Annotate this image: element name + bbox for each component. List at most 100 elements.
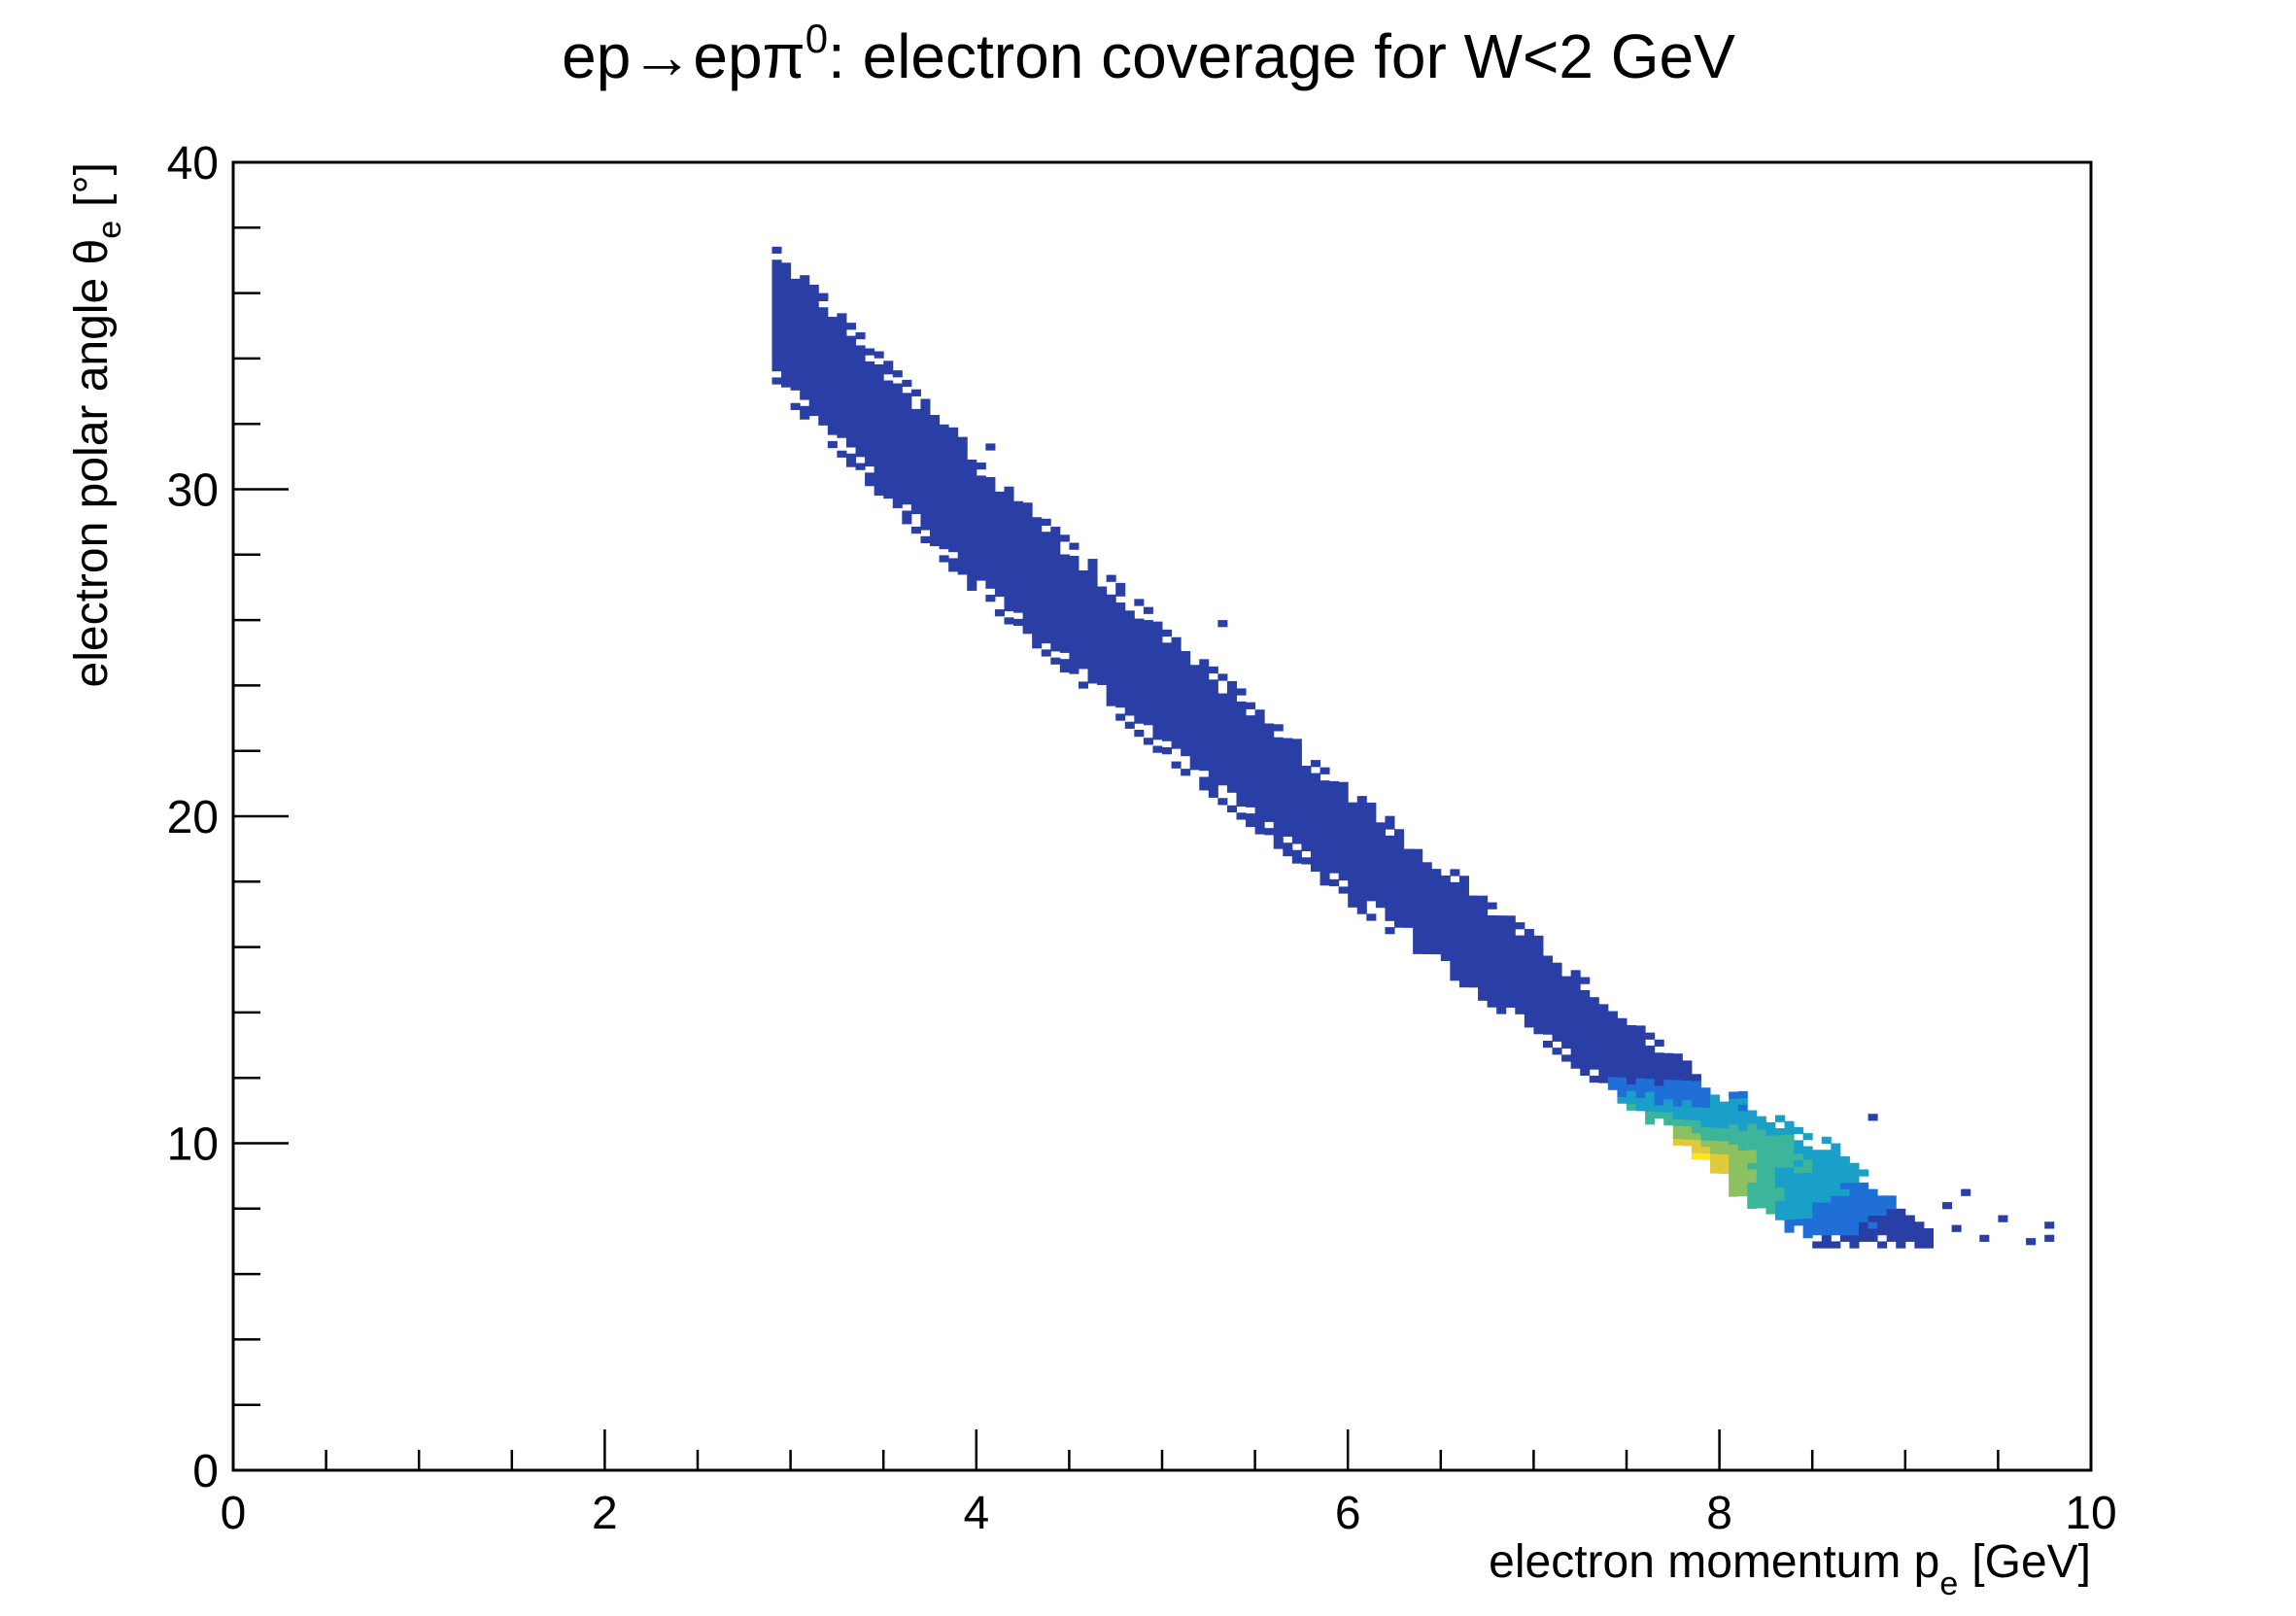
heatmap-cell: [1189, 665, 1200, 672]
heatmap-cell: [1059, 606, 1070, 614]
heatmap-cell: [892, 500, 903, 508]
heatmap-cell: [1672, 1059, 1683, 1068]
heatmap-cell: [1152, 745, 1163, 753]
heatmap-cell: [892, 474, 903, 483]
y-tick-label: 30: [167, 465, 219, 517]
heatmap-cell: [1765, 1193, 1776, 1202]
heatmap-cell: [1199, 724, 1210, 732]
heatmap-cell: [1710, 1152, 1721, 1161]
heatmap-cell: [845, 381, 857, 389]
heatmap-cell: [1152, 621, 1163, 629]
heatmap-cell: [1747, 1182, 1758, 1189]
heatmap-cell: [948, 447, 959, 455]
heatmap-cell: [976, 488, 986, 497]
heatmap-cell: [883, 426, 894, 433]
heatmap-cell: [808, 350, 819, 358]
heatmap-cell: [1115, 608, 1126, 617]
heatmap-cell: [1859, 1195, 1869, 1203]
heatmap-cell: [1672, 1066, 1683, 1074]
heatmap-cell: [1478, 941, 1489, 949]
heatmap-cell: [1487, 902, 1497, 910]
heatmap-cell: [1737, 1169, 1748, 1177]
heatmap-cell: [1162, 707, 1173, 715]
heatmap-cell: [957, 489, 968, 497]
heatmap-cell: [1385, 887, 1395, 895]
heatmap-cell: [1106, 653, 1116, 661]
heatmap-cell: [1589, 997, 1599, 1005]
heatmap-cell: [1032, 536, 1043, 544]
heatmap-cell: [939, 496, 949, 504]
heatmap-cell: [771, 266, 782, 274]
heatmap-cell: [1719, 1108, 1730, 1116]
heatmap-cell: [1078, 609, 1089, 617]
heatmap-cell: [1570, 1049, 1581, 1056]
heatmap-cell: [930, 428, 941, 435]
heatmap-cell: [1849, 1176, 1860, 1184]
heatmap-cell: [1663, 1105, 1674, 1113]
heatmap-cell: [1942, 1202, 1953, 1210]
heatmap-cell: [1765, 1207, 1776, 1215]
heatmap-cell: [1356, 808, 1367, 816]
heatmap-cell: [1385, 894, 1395, 902]
heatmap-cell: [985, 581, 996, 589]
heatmap-cell: [1097, 677, 1108, 685]
heatmap-cell: [1458, 902, 1469, 910]
heatmap-cell: [865, 432, 875, 441]
heatmap-cell: [1831, 1188, 1841, 1196]
heatmap-cell: [1831, 1162, 1841, 1170]
heatmap-cell: [1672, 1118, 1683, 1126]
heatmap-cell: [1134, 670, 1145, 678]
heatmap-cell: [1524, 961, 1534, 969]
heatmap-cell: [1226, 773, 1237, 780]
heatmap-cell: [1542, 988, 1554, 996]
heatmap-cell: [808, 408, 819, 417]
heatmap-cell: [1115, 713, 1126, 721]
heatmap-cell: [1097, 658, 1108, 666]
heatmap-cell: [1839, 1195, 1850, 1203]
heatmap-cell: [1440, 947, 1451, 955]
heatmap-cell: [1487, 915, 1497, 923]
heatmap-cell: [1124, 675, 1135, 683]
heatmap-cell: [827, 317, 838, 325]
heatmap-cell: [1570, 1022, 1581, 1030]
heatmap-cell: [1115, 622, 1126, 630]
heatmap-cell: [957, 534, 968, 542]
heatmap-cell: [892, 402, 903, 410]
heatmap-cell: [1078, 681, 1089, 689]
heatmap-cell: [808, 324, 819, 331]
x-axis: 0 2 4 6 8 10: [221, 1429, 2117, 1539]
heatmap-cell: [1329, 840, 1340, 847]
heatmap-cell: [1784, 1206, 1795, 1214]
heatmap-cell: [781, 301, 792, 309]
heatmap-cell: [1069, 607, 1079, 616]
heatmap-cell: [1710, 1166, 1721, 1174]
heatmap-cell: [1505, 1000, 1516, 1008]
heatmap-cell: [1087, 571, 1098, 579]
heatmap-cell: [1478, 993, 1489, 1001]
heatmap-cell: [790, 330, 801, 338]
heatmap-cell: [1729, 1124, 1739, 1132]
heatmap-cell: [1097, 612, 1108, 620]
heatmap-cell: [1236, 786, 1247, 794]
heatmap-cell: [1283, 816, 1293, 824]
heatmap-cell: [1375, 880, 1386, 889]
heatmap-cell: [1356, 835, 1367, 842]
heatmap-cell: [790, 278, 801, 287]
heatmap-cell: [1022, 594, 1033, 602]
heatmap-cell: [1329, 859, 1340, 867]
heatmap-cell: [1617, 1037, 1628, 1046]
heatmap-cell: [892, 488, 903, 496]
heatmap-cell: [1607, 1083, 1618, 1090]
heatmap-cell: [1765, 1161, 1776, 1169]
heatmap-cell: [930, 473, 941, 481]
heatmap-cell: [1171, 728, 1182, 737]
heatmap-cell: [1765, 1187, 1776, 1195]
heatmap-cell: [1338, 781, 1349, 789]
heatmap-cell: [1171, 650, 1182, 658]
heatmap-cell: [1839, 1202, 1850, 1210]
heatmap-cell: [1719, 1160, 1730, 1168]
heatmap-cell: [1226, 778, 1237, 787]
heatmap-cell: [1004, 538, 1014, 546]
heatmap-cell: [827, 342, 838, 351]
heatmap-cell: [1246, 741, 1256, 749]
